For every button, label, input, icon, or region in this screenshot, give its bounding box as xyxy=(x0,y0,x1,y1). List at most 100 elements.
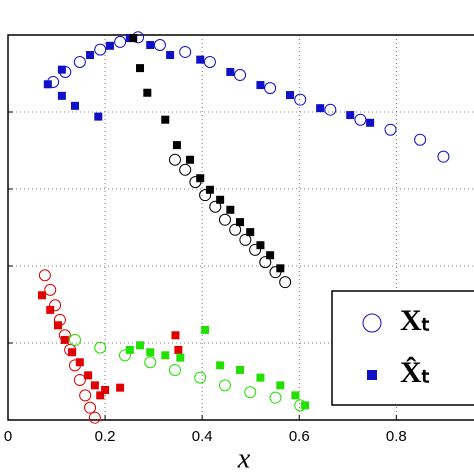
square-marker xyxy=(68,348,77,357)
circle-marker xyxy=(249,243,262,256)
square-marker xyxy=(146,41,155,50)
square-marker xyxy=(216,195,225,204)
circle-marker xyxy=(94,43,107,56)
square-marker xyxy=(84,371,93,380)
square-marker xyxy=(226,205,235,214)
square-marker xyxy=(256,81,265,90)
square-marker xyxy=(90,381,99,390)
circle-marker xyxy=(114,35,127,48)
square-marker xyxy=(70,101,79,110)
square-marker xyxy=(101,385,110,394)
square-marker xyxy=(276,264,285,273)
circle-marker xyxy=(294,93,307,106)
circle-marker xyxy=(179,45,192,58)
circle-marker xyxy=(199,189,212,202)
square-marker xyxy=(60,335,69,344)
square-marker xyxy=(161,115,170,124)
square-marker xyxy=(196,174,205,183)
circle-marker xyxy=(209,200,222,213)
circle-marker xyxy=(218,213,231,226)
square-marker xyxy=(116,383,125,392)
circle-marker xyxy=(73,55,86,68)
square-marker xyxy=(46,305,55,314)
square-marker xyxy=(346,111,355,120)
square-marker xyxy=(53,321,62,330)
square-marker xyxy=(143,88,152,97)
circle-marker xyxy=(73,373,86,386)
square-marker xyxy=(172,141,181,150)
square-marker xyxy=(96,391,105,400)
x-axis-label: x xyxy=(237,443,251,474)
circle-marker xyxy=(259,256,272,269)
square-marker xyxy=(201,325,210,334)
square-marker xyxy=(367,370,377,380)
circle-marker xyxy=(118,349,131,362)
circle-marker xyxy=(203,55,216,68)
square-marker xyxy=(176,353,185,362)
circle-marker xyxy=(437,150,450,163)
square-marker xyxy=(236,365,245,374)
circle-marker xyxy=(68,333,81,346)
square-marker xyxy=(216,361,225,370)
square-marker xyxy=(94,112,103,121)
square-marker xyxy=(301,401,310,410)
square-marker xyxy=(57,91,66,100)
square-marker xyxy=(129,34,138,43)
circle-marker xyxy=(264,82,277,95)
square-marker xyxy=(57,65,66,74)
circle-marker xyxy=(88,411,101,424)
circle-marker xyxy=(168,363,181,376)
circle-marker xyxy=(229,223,242,236)
square-marker xyxy=(105,41,114,50)
circle-marker xyxy=(239,233,252,246)
circle-marker xyxy=(324,103,337,116)
x-tick-label: 0.6 xyxy=(289,428,310,445)
square-marker xyxy=(43,80,52,89)
square-marker xyxy=(366,118,375,127)
legend-label: Xₜ xyxy=(400,304,431,337)
square-marker xyxy=(291,391,300,400)
square-marker xyxy=(171,331,180,340)
square-marker xyxy=(246,228,255,237)
x-tick-label: 0.8 xyxy=(386,428,407,445)
legend-label: X̂ₜ xyxy=(400,356,431,389)
square-marker xyxy=(226,67,235,76)
circle-marker xyxy=(414,133,427,146)
circle-marker xyxy=(354,113,367,126)
square-marker xyxy=(236,218,245,227)
circle-marker xyxy=(244,386,257,399)
square-marker xyxy=(205,185,214,194)
circle-marker xyxy=(144,356,157,369)
square-marker xyxy=(286,91,295,100)
circle-marker xyxy=(44,283,57,296)
circle-marker xyxy=(94,341,107,354)
plot-frame xyxy=(7,34,474,421)
square-marker xyxy=(166,51,175,60)
square-marker xyxy=(125,345,134,354)
square-marker xyxy=(146,348,155,357)
square-marker xyxy=(266,251,275,260)
square-marker xyxy=(86,51,95,60)
circle-marker xyxy=(153,39,166,52)
square-marker xyxy=(174,345,183,354)
circle-marker xyxy=(49,299,62,312)
circle-marker xyxy=(79,389,92,402)
circle-marker xyxy=(384,123,397,136)
circle-marker xyxy=(84,401,97,414)
circle-marker xyxy=(234,69,247,82)
square-marker xyxy=(136,341,145,350)
circle-marker xyxy=(168,153,181,166)
square-marker xyxy=(256,373,265,382)
legend: Xₜ X̂ₜ xyxy=(331,290,474,406)
square-marker xyxy=(136,64,145,73)
circle-marker xyxy=(362,313,382,333)
square-marker xyxy=(161,351,170,360)
circle-marker xyxy=(194,371,207,384)
x-tick-label: 0.2 xyxy=(95,428,116,445)
square-marker xyxy=(37,291,46,300)
circle-marker xyxy=(179,163,192,176)
legend-box xyxy=(331,290,474,406)
square-marker xyxy=(256,241,265,250)
square-marker xyxy=(186,155,195,164)
x-tick-label: 0 xyxy=(4,428,12,445)
